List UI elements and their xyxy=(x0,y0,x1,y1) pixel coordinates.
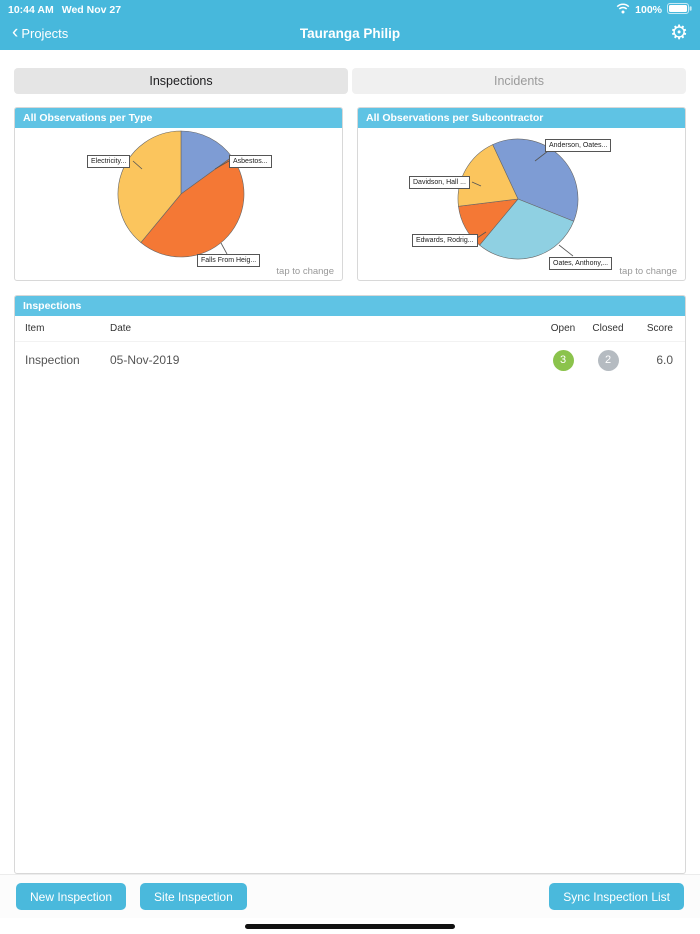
open-count-badge: 3 xyxy=(552,349,574,371)
pie-chart-observations-per-subcontractor[interactable] xyxy=(358,128,685,280)
callout-label-edwards-rodrig: Edwards, Rodrig... xyxy=(412,234,478,247)
closed-count-badge: 2 xyxy=(597,349,619,371)
callout-label-asbestos: Asbestos... xyxy=(229,155,272,168)
back-button[interactable]: ‹ Projects xyxy=(12,21,69,43)
status-date: Wed Nov 27 xyxy=(61,4,122,16)
chart-card-observations-per-type[interactable]: All Observations per Type Asbestos... Fa… xyxy=(14,107,343,281)
chart-title: All Observations per Type xyxy=(15,108,342,128)
row-date: 05-Nov-2019 xyxy=(110,353,180,367)
pie-chart-observations-per-type[interactable] xyxy=(15,128,342,280)
bottom-toolbar: New Inspection Site Inspection Sync Insp… xyxy=(0,874,700,918)
column-header-date: Date xyxy=(110,323,132,334)
column-header-open: Open xyxy=(550,323,576,334)
home-indicator-area xyxy=(0,918,700,934)
column-header-score: Score xyxy=(646,323,673,334)
table-header-row: Item Date Open Closed Score xyxy=(15,316,685,342)
back-chevron-icon: ‹ xyxy=(12,21,19,43)
status-bar: 10:44 AM Wed Nov 27 100% xyxy=(0,0,700,20)
chart-body: Asbestos... Falls From Heig... Electrici… xyxy=(15,128,342,280)
tab-incidents[interactable]: Incidents xyxy=(352,68,686,94)
column-header-item: Item xyxy=(25,323,45,334)
segmented-control: Inspections Incidents xyxy=(14,68,686,94)
callout-label-oates-anthony: Oates, Anthony,... xyxy=(549,257,613,270)
battery-icon xyxy=(667,3,692,17)
callout-label-falls-from-height: Falls From Heig... xyxy=(197,254,261,267)
app-header: 10:44 AM Wed Nov 27 100% xyxy=(0,0,700,50)
wifi-icon xyxy=(616,3,630,17)
new-inspection-button[interactable]: New Inspection xyxy=(16,883,127,910)
row-item-label: Inspection xyxy=(25,353,80,367)
page-title: Tauranga Philip xyxy=(299,25,401,41)
callout-label-anderson-oates: Anderson, Oates... xyxy=(545,139,612,152)
nav-bar: ‹ Projects Tauranga Philip ⚙ xyxy=(0,20,700,50)
score-value: 6.0 xyxy=(656,353,673,367)
battery-percent: 100% xyxy=(635,4,662,16)
back-button-label: Projects xyxy=(21,25,69,41)
callout-label-davidson-hall: Davidson, Hall ... xyxy=(409,176,470,189)
column-header-closed: Closed xyxy=(592,323,624,334)
tap-to-change-note: tap to change xyxy=(619,266,677,277)
inspection-row[interactable]: Inspection 05-Nov-2019 3 2 6.0 xyxy=(15,342,685,378)
charts-row: All Observations per Type Asbestos... Fa… xyxy=(14,107,686,281)
home-indicator[interactable] xyxy=(245,923,455,929)
inspections-table: Inspections Item Date Open Closed Score … xyxy=(14,295,686,874)
tap-to-change-note: tap to change xyxy=(276,266,334,277)
site-inspection-button[interactable]: Site Inspection xyxy=(140,883,247,910)
chart-title: All Observations per Subcontractor xyxy=(358,108,685,128)
table-title: Inspections xyxy=(15,296,685,316)
settings-gear-icon[interactable]: ⚙ xyxy=(670,22,688,44)
chart-body: Anderson, Oates... Oates, Anthony,... Ed… xyxy=(358,128,685,280)
callout-label-electricity: Electricity... xyxy=(87,155,131,168)
status-time: 10:44 AM xyxy=(8,4,54,16)
sync-inspection-list-button[interactable]: Sync Inspection List xyxy=(549,883,684,910)
tab-inspections[interactable]: Inspections xyxy=(14,68,348,94)
chart-card-observations-per-subcontractor[interactable]: All Observations per Subcontractor Ander… xyxy=(357,107,686,281)
